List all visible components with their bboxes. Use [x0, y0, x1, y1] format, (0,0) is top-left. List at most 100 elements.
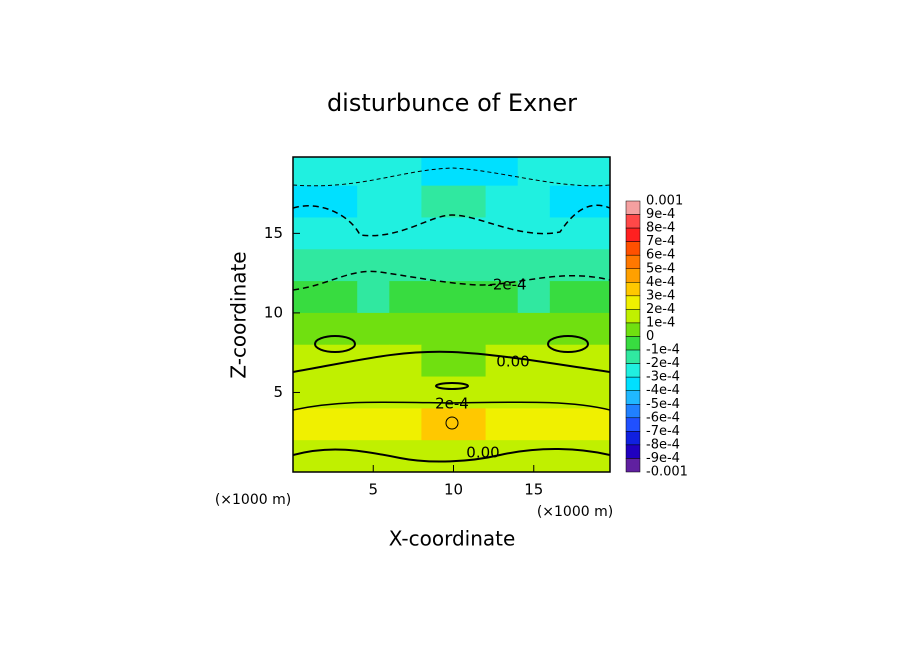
field-cell: [389, 312, 422, 346]
field-cell: [485, 249, 519, 282]
colorbar-tick-label: 2e-4: [646, 302, 675, 317]
field-cell: [549, 408, 583, 441]
field-cell: [453, 440, 487, 472]
x-tick-label: 5: [368, 481, 378, 499]
colorbar-band: [625, 309, 641, 324]
field-cell: [421, 217, 455, 250]
colorbar-tick-label: -2e-4: [646, 356, 680, 371]
colorbar-band: [625, 458, 641, 473]
colorbar-band: [625, 254, 641, 269]
field-cell: [421, 281, 455, 314]
field-cell: [485, 157, 519, 187]
field-cell: [357, 312, 390, 346]
field-cell: [389, 217, 422, 250]
field-cell: [549, 249, 583, 282]
field-cell: [421, 185, 455, 218]
field-cell: [389, 157, 422, 187]
field-cell: [357, 249, 390, 282]
field-cell: [485, 217, 519, 250]
field-cell: [485, 185, 519, 218]
field-cell: [357, 217, 390, 250]
y-tick-label: 10: [264, 303, 283, 321]
colorbar: 0.0019e-48e-47e-46e-45e-44e-43e-42e-41e-…: [625, 194, 688, 480]
field-cell: [453, 344, 487, 378]
field-cell: [581, 217, 610, 250]
colorbar-tick-label: 6e-4: [646, 248, 675, 263]
field-cell: [421, 344, 455, 378]
field-cell: [549, 217, 583, 250]
colorbar-tick-label: -6e-4: [646, 410, 680, 425]
colorbar-tick-label: -0.001: [646, 465, 688, 480]
colorbar-tick-label: -9e-4: [646, 451, 680, 466]
field-cell: [549, 281, 583, 314]
colorbar-band: [625, 241, 641, 256]
colorbar-tick-label: -5e-4: [646, 397, 680, 412]
field-cell: [421, 249, 455, 282]
field-cell: [581, 185, 610, 218]
field-cell: [517, 217, 551, 250]
field-cell: [421, 312, 455, 346]
x-tick-label: 15: [524, 481, 543, 499]
field-cell: [325, 408, 358, 441]
field-cell: [549, 312, 583, 346]
colorbar-band: [625, 295, 641, 310]
colorbar-tick-label: 4e-4: [646, 275, 675, 290]
field-cell: [517, 249, 551, 282]
field-cell: [485, 312, 519, 346]
field-cell: [389, 408, 422, 441]
y-tick-label: 5: [273, 383, 283, 401]
field-cell: [325, 440, 358, 472]
colorbar-band: [625, 268, 641, 283]
chart-title: disturbunce of Exner: [327, 89, 577, 117]
contour-label: 2e-4: [435, 395, 469, 413]
colorbar-band: [625, 363, 641, 378]
colorbar-tick-label: 3e-4: [646, 288, 675, 303]
field-cell: [549, 157, 583, 187]
colorbar-band: [625, 431, 641, 446]
colorbar-band: [625, 214, 641, 229]
colorbar-band: [625, 336, 641, 351]
colorbar-tick-label: -4e-4: [646, 383, 680, 398]
x-tick-label: 10: [444, 481, 463, 499]
field-cell: [357, 344, 390, 378]
field-cell: [325, 281, 358, 314]
field-cell: [517, 312, 551, 346]
field-cell: [485, 281, 519, 314]
colorbar-band: [625, 376, 641, 391]
colorbar-tick-label: -8e-4: [646, 437, 680, 452]
colorbar-tick-label: 8e-4: [646, 221, 675, 236]
colorbar-band: [625, 444, 641, 459]
y-tick-label: 15: [264, 224, 283, 242]
field-cell: [421, 157, 455, 187]
field-cell: [357, 185, 390, 218]
y-unit: (×1000 m): [215, 492, 291, 508]
field-cell: [357, 408, 390, 441]
field-cell: [453, 185, 487, 218]
colorbar-tick-label: 0: [646, 329, 654, 344]
colorbar-tick-label: -1e-4: [646, 343, 680, 358]
field-cell: [389, 376, 422, 409]
contour-label: 0.00: [466, 444, 499, 462]
field-cell: [293, 185, 326, 218]
x-axis-label: X-coordinate: [389, 527, 516, 551]
field-cell: [485, 376, 519, 409]
field-cell: [581, 376, 610, 409]
field-cell: [389, 281, 422, 314]
field-cell: [293, 249, 326, 282]
colorbar-tick-label: -3e-4: [646, 370, 680, 385]
colorbar-band: [625, 200, 641, 215]
x-unit: (×1000 m): [537, 504, 613, 520]
contour-label: -2e-4: [487, 276, 526, 294]
colorbar-tick-label: 0.001: [646, 194, 683, 209]
field-cell: [293, 157, 326, 187]
field: [293, 157, 610, 472]
field-cell: [453, 408, 487, 441]
plot-frame: [292, 156, 611, 473]
colorbar-band: [625, 349, 641, 364]
colorbar-band: [625, 322, 641, 337]
field-cell: [453, 281, 487, 314]
field-cell: [293, 281, 326, 314]
field-cell: [357, 157, 390, 187]
field-cell: [357, 281, 390, 314]
field-cell: [581, 281, 610, 314]
